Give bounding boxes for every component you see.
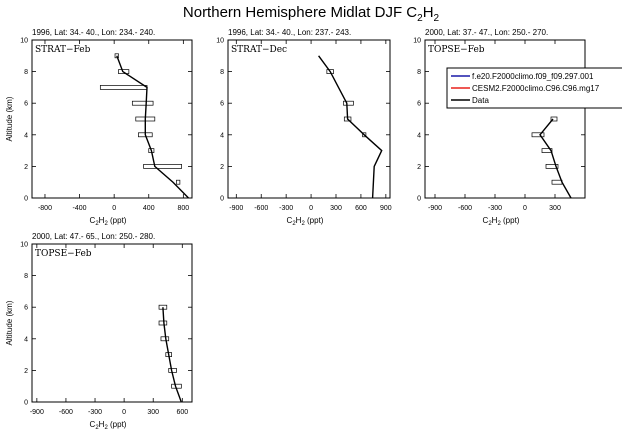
y-tick-label: 6 xyxy=(220,101,224,108)
x-tick-label: -400 xyxy=(73,205,87,212)
x-tick-label: -600 xyxy=(254,205,268,212)
y-tick-label: 4 xyxy=(220,132,224,139)
x-tick-label: 600 xyxy=(355,205,367,212)
error-bar xyxy=(176,179,181,185)
y-axis-label: Altitude (km) xyxy=(5,96,14,141)
panel-header: 2000, Lat: 47.- 65., Lon: 250.- 280. xyxy=(32,232,155,241)
x-tick-label: -900 xyxy=(30,409,44,416)
x-tick-label: -300 xyxy=(88,409,102,416)
y-tick-label: 10 xyxy=(216,38,224,45)
plot-frame xyxy=(31,39,193,199)
x-tick-label: 0 xyxy=(523,205,527,212)
x-tick-label: -900 xyxy=(229,205,243,212)
x-tick-label: 0 xyxy=(309,205,313,212)
y-tick-label: 0 xyxy=(417,196,421,203)
x-axis-label: C2H2 (ppt) xyxy=(483,216,520,227)
error-bar xyxy=(343,100,354,106)
x-tick-label: 600 xyxy=(176,409,188,416)
y-tick-label: 8 xyxy=(220,69,224,76)
panel-box-label: TOPSE−Feb xyxy=(428,45,485,55)
y-tick-label: 6 xyxy=(24,305,28,312)
y-tick-label: 0 xyxy=(24,196,28,203)
panel-box-label: STRAT−Dec xyxy=(231,45,287,55)
y-tick-label: 6 xyxy=(24,101,28,108)
panel-1: 1996, Lat: 34.- 40., Lon: 234.- 240. -800… xyxy=(5,28,193,227)
x-tick-label: -600 xyxy=(59,409,73,416)
y-tick-label: 10 xyxy=(413,38,421,45)
panel-3: 2000, Lat: 37.- 47., Lon: 250.- 270. -900… xyxy=(413,28,586,227)
error-bar xyxy=(551,179,563,185)
y-tick-label: 2 xyxy=(417,164,421,171)
y-axis-label: Altitude (km) xyxy=(5,300,14,345)
legend: f.e20.F2000climo.f09_f09.297.001 CESM2.F2… xyxy=(446,67,622,109)
y-tick-label: 2 xyxy=(220,164,224,171)
y-tick-label: 0 xyxy=(220,196,224,203)
error-bar xyxy=(158,320,168,326)
plot-frame xyxy=(227,39,391,199)
legend-label: Data xyxy=(472,96,489,105)
y-tick-label: 4 xyxy=(24,336,28,343)
x-tick-label: 0 xyxy=(112,205,116,212)
panel-box-label: TOPSE−Feb xyxy=(35,249,92,259)
error-bar xyxy=(99,85,148,90)
error-bar xyxy=(545,164,559,169)
panel-box-label: STRAT−Feb xyxy=(35,45,91,55)
y-tick-label: 4 xyxy=(417,132,421,139)
error-bar xyxy=(541,148,553,153)
panel-2: 1996, Lat: 34.- 40., Lon: 237.- 243. -900… xyxy=(216,28,392,227)
x-tick-label: 800 xyxy=(178,205,190,212)
y-tick-label: 8 xyxy=(417,69,421,76)
data-profile-line xyxy=(539,118,572,199)
x-tick-label: 300 xyxy=(549,205,561,212)
panel-header: 1996, Lat: 34.- 40., Lon: 237.- 243. xyxy=(228,28,351,37)
x-axis-label: C2H2 (ppt) xyxy=(90,420,127,431)
x-tick-label: 300 xyxy=(147,409,159,416)
figure-title: Northern Hemisphere Midlat DJF C2H2 xyxy=(183,4,440,24)
error-bar xyxy=(143,164,182,169)
error-bar xyxy=(131,100,154,106)
y-tick-label: 6 xyxy=(417,101,421,108)
plot-frame xyxy=(31,243,193,403)
data-profile-line xyxy=(318,55,383,199)
legend-frame xyxy=(446,67,622,109)
x-tick-label: 300 xyxy=(330,205,342,212)
panel-header: 1996, Lat: 34.- 40., Lon: 234.- 240. xyxy=(32,28,155,37)
y-tick-label: 8 xyxy=(24,69,28,76)
panel-4: 2000, Lat: 47.- 65., Lon: 250.- 280. -900… xyxy=(5,232,193,431)
x-tick-label: 400 xyxy=(143,205,155,212)
panels: 1996, Lat: 34.- 40., Lon: 234.- 240. -800… xyxy=(5,28,586,431)
y-tick-label: 10 xyxy=(20,38,28,45)
y-tick-label: 10 xyxy=(20,242,28,249)
x-tick-label: 0 xyxy=(122,409,126,416)
x-tick-label: 900 xyxy=(380,205,392,212)
x-axis-label: C2H2 (ppt) xyxy=(287,216,324,227)
y-tick-label: 8 xyxy=(24,273,28,280)
x-tick-label: -600 xyxy=(458,205,472,212)
legend-label: CESM2.F2000climo.C96.C96.mg17 xyxy=(472,84,600,93)
x-tick-label: -800 xyxy=(38,205,52,212)
data-profile-line xyxy=(116,55,189,199)
y-tick-label: 2 xyxy=(24,164,28,171)
y-tick-label: 4 xyxy=(24,132,28,139)
x-tick-label: -300 xyxy=(488,205,502,212)
x-axis-label: C2H2 (ppt) xyxy=(90,216,127,227)
x-tick-label: -900 xyxy=(428,205,442,212)
plot-frame xyxy=(424,39,586,199)
y-tick-label: 0 xyxy=(24,400,28,407)
error-bar xyxy=(160,336,170,342)
error-bar xyxy=(531,132,545,138)
panel-header: 2000, Lat: 37.- 47., Lon: 250.- 270. xyxy=(425,28,548,37)
y-tick-label: 2 xyxy=(24,368,28,375)
x-tick-label: -300 xyxy=(279,205,293,212)
error-bar xyxy=(550,116,558,122)
legend-label: f.e20.F2000climo.f09_f09.297.001 xyxy=(472,72,594,81)
data-profile-line xyxy=(162,307,182,403)
error-bar xyxy=(114,53,119,59)
